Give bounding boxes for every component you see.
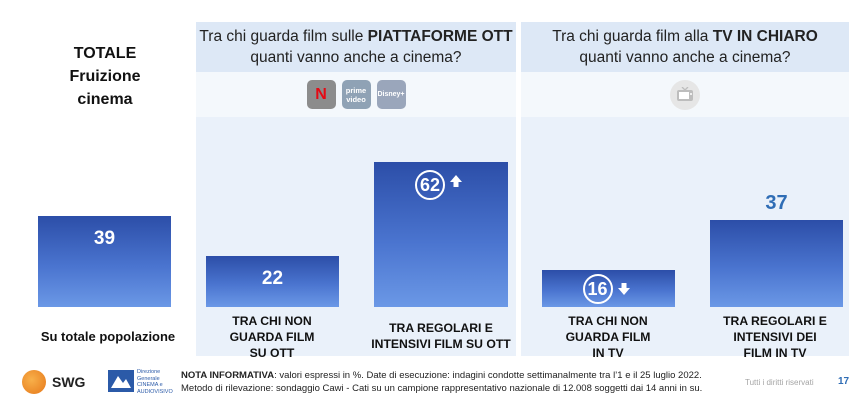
category-label-ott-regolari: TRA REGOLARI E INTENSIVI FILM SU OTT: [366, 320, 516, 352]
bar-ott-non: [206, 256, 339, 307]
ministry-line: Direzione Generale: [137, 369, 161, 382]
value-label-total: 39: [93, 228, 116, 249]
panel-title-line2: quanti vanno anche a cinema?: [250, 49, 462, 66]
ministry-logo-icon: [108, 370, 134, 392]
category-line: TRA CHI NON: [232, 314, 312, 328]
panel-title-text: Tra chi guarda film sulle: [199, 28, 368, 45]
panel-title-line2: quanti vanno anche a cinema?: [579, 49, 791, 66]
brand-name: SWG: [52, 374, 86, 390]
category-line: FILM IN TV: [743, 346, 807, 360]
trend-down-icon: [617, 282, 631, 299]
panel-ott-title: Tra chi guarda film sulle PIATTAFORME OT…: [196, 22, 516, 72]
category-line: IN TV: [592, 346, 624, 360]
panel-title-bold: PIATTAFORME OTT: [367, 28, 513, 45]
value-label-tv-non: 16: [582, 274, 613, 304]
tv-icon: [670, 79, 700, 110]
methodology-note: NOTA INFORMATIVA: valori espressi in %. …: [181, 369, 702, 395]
total-title-line: Fruizione: [69, 68, 141, 85]
bar-tv-regolari: [710, 220, 843, 307]
bar-total: [38, 216, 171, 307]
rights-text: Tutti i diritti riservati: [745, 378, 814, 387]
value-label-ott-non: 22: [261, 268, 284, 289]
note-line1: : valori espressi in %. Date di esecuzio…: [274, 370, 702, 381]
category-line: TRA CHI NON: [568, 314, 648, 328]
trend-up-icon: [449, 174, 463, 191]
prime-video-logo: prime video: [341, 80, 371, 109]
value-label-tv-regolari: 37: [765, 192, 788, 214]
category-line: TRA REGOLARI E: [723, 314, 827, 328]
total-title-line: cinema: [77, 91, 133, 108]
note-label: NOTA INFORMATIVA: [181, 370, 275, 381]
total-title: TOTALE Fruizione cinema: [38, 42, 172, 111]
category-label-tv-regolari: TRA REGOLARI E INTENSIVI DEI FILM IN TV: [707, 313, 843, 361]
value-label-ott-regolari: 62: [415, 170, 445, 200]
netflix-logo: N: [306, 80, 336, 109]
panel-tv-title: Tra chi guarda film alla TV IN CHIARO qu…: [521, 22, 849, 72]
panel-title-text: Tra chi guarda film alla: [552, 28, 713, 45]
page-number: 17: [838, 376, 850, 387]
category-label-ott-non: TRA CHI NON GUARDA FILM SU OTT: [206, 313, 338, 361]
footer: SWG Direzione Generale CINEMA e AUDIOVIS…: [0, 364, 857, 404]
ministry-name: Direzione Generale CINEMA e AUDIOVISIVO: [137, 369, 177, 395]
note-line2: Metodo di rilevazione: sondaggio Cawi - …: [181, 383, 703, 394]
total-title-line: TOTALE: [73, 45, 137, 62]
category-line: GUARDA FILM: [565, 330, 651, 344]
category-line: SU OTT: [249, 346, 295, 360]
category-line: TRA REGOLARI E: [389, 321, 493, 335]
category-line: GUARDA FILM: [229, 330, 315, 344]
ott-logos: N prime video Disney+: [196, 72, 516, 117]
category-label-tv-non: TRA CHI NON GUARDA FILM IN TV: [541, 313, 675, 361]
tv-logos: [521, 72, 849, 117]
disney-plus-logo: Disney+: [376, 80, 406, 109]
ministry-line: CINEMA e: [137, 382, 163, 388]
panel-title-bold: TV IN CHIARO: [712, 28, 818, 45]
category-line: INTENSIVI DEI: [733, 330, 817, 344]
swg-logo-icon: [22, 370, 46, 394]
ministry-line: AUDIOVISIVO: [137, 388, 173, 395]
category-line: INTENSIVI FILM SU OTT: [371, 337, 511, 351]
base-label: Su totale popolazione: [40, 329, 176, 344]
